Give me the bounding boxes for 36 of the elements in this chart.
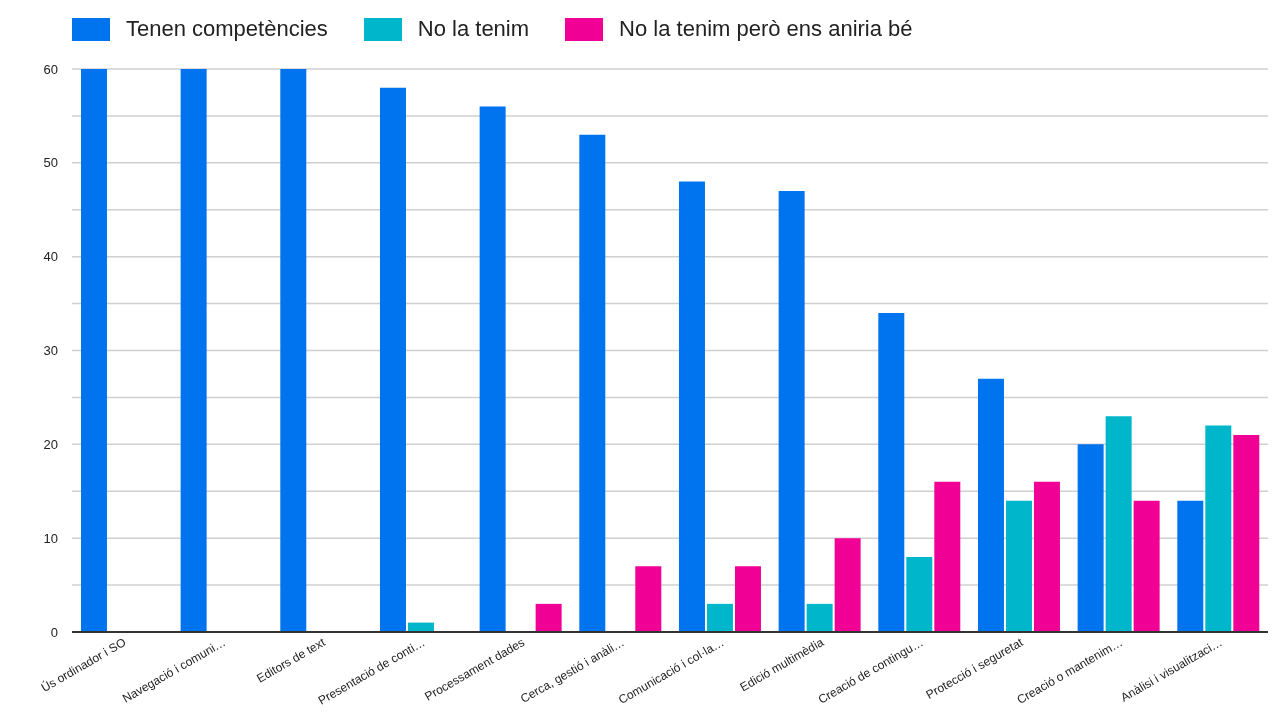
bar — [934, 481, 961, 632]
bar — [80, 69, 107, 632]
legend-label: No la tenim — [417, 16, 530, 42]
y-tick-label: 40 — [43, 249, 58, 265]
y-tick-label: 10 — [43, 530, 58, 546]
y-tick-label: 60 — [43, 61, 58, 77]
bar — [280, 69, 307, 632]
bar — [579, 134, 606, 632]
bar — [706, 603, 733, 632]
legend-label: Tenen competències — [126, 16, 328, 42]
y-tick-label: 20 — [43, 436, 58, 452]
bar — [1105, 416, 1132, 632]
bar — [1033, 481, 1060, 632]
bar — [678, 181, 705, 632]
legend-label: No la tenim però ens aniria bé — [619, 16, 913, 42]
bar — [180, 69, 207, 632]
bar — [1005, 500, 1032, 632]
bar — [535, 603, 562, 632]
bar — [379, 87, 406, 632]
bar — [906, 556, 933, 632]
bar — [1133, 500, 1160, 632]
bar — [878, 312, 905, 632]
bar — [834, 538, 861, 632]
y-tick-label: 30 — [43, 343, 58, 359]
bar — [1205, 425, 1232, 632]
y-tick-label: 0 — [50, 624, 58, 640]
bar — [977, 378, 1004, 632]
bar — [479, 106, 506, 632]
bar — [734, 566, 761, 632]
bar — [778, 190, 805, 632]
bar — [635, 566, 662, 632]
bar — [1177, 500, 1204, 632]
bar — [1233, 434, 1260, 632]
bar — [806, 603, 833, 632]
y-tick-label: 50 — [43, 155, 58, 171]
bar — [1077, 444, 1104, 632]
